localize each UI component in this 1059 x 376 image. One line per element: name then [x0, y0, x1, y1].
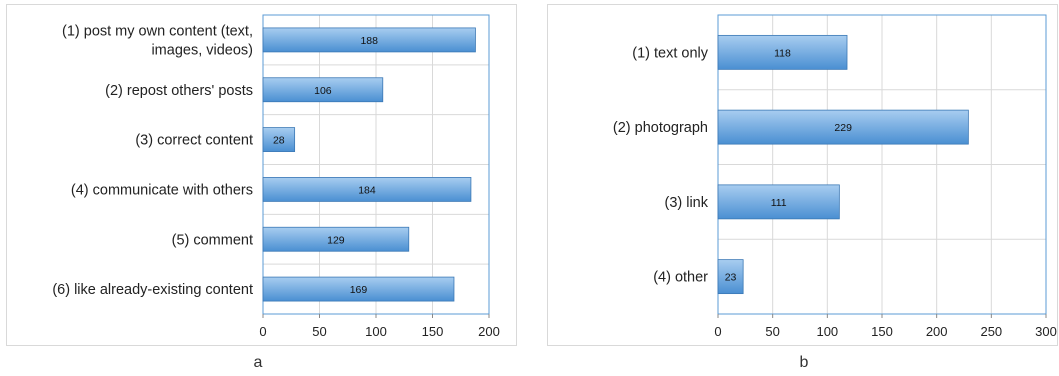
chart-panel-a: 188 (1) post my own content (text, images,…	[6, 4, 517, 346]
bar-value-label: 111	[771, 197, 787, 209]
x-tick-label: 250	[980, 324, 1002, 339]
bar	[262, 177, 472, 202]
bar-value-label: 229	[834, 122, 852, 134]
x-tick-label: 50	[765, 324, 779, 339]
chart-panel-b: 118 (1) text only 229 (2) photograph 111 (3) …	[547, 4, 1058, 346]
x-tick-label: 150	[422, 324, 444, 339]
x-tick-label: 200	[478, 324, 500, 339]
category-label: (4) other	[653, 270, 708, 286]
category-label: (3) correct content	[135, 133, 253, 149]
bar-chart-a: 188 (1) post my own content (text, images,…	[52, 14, 500, 339]
bar-value-label: 23	[725, 272, 737, 284]
category-label: (2) photograph	[613, 120, 708, 136]
x-tick-label: 100	[816, 324, 838, 339]
x-tick-label: 200	[926, 324, 948, 339]
x-tick-label: 150	[871, 324, 893, 339]
bar	[717, 34, 848, 70]
bar	[262, 77, 384, 103]
x-tick-label: 300	[1035, 324, 1057, 339]
panel-label-a: a	[253, 354, 263, 371]
bar	[262, 27, 476, 53]
bar-value-label: 169	[350, 284, 368, 296]
bar	[262, 226, 410, 252]
category-label: (6) like already-existing content	[52, 282, 253, 298]
bar	[717, 259, 744, 295]
category-label: (4) communicate with others	[71, 182, 253, 198]
x-tick-label: 100	[365, 324, 387, 339]
panel-label-b: b	[799, 354, 809, 371]
bar-value-label: 106	[314, 85, 332, 97]
x-tick-label: 50	[312, 324, 326, 339]
bar	[717, 184, 840, 220]
bar	[262, 276, 455, 302]
bar-value-label: 188	[360, 35, 378, 47]
bar-value-label: 28	[273, 135, 285, 147]
bar	[717, 109, 969, 145]
category-label: (2) repost others' posts	[105, 83, 253, 99]
bar	[262, 127, 296, 152]
bar-value-label: 129	[327, 234, 345, 246]
category-label: (5) comment	[172, 232, 253, 248]
x-tick-label: 0	[259, 324, 266, 339]
bar-value-label: 184	[358, 184, 376, 196]
x-tick-label: 0	[714, 324, 721, 339]
bar-chart-b: 118 (1) text only 229 (2) photograph 111 (3) …	[613, 14, 1057, 339]
category-label: (3) link	[664, 195, 708, 211]
category-label: (1) post my own content (text, images, vi…	[62, 23, 253, 58]
bar-value-label: 118	[774, 47, 791, 59]
category-label: (1) text only	[632, 45, 708, 61]
